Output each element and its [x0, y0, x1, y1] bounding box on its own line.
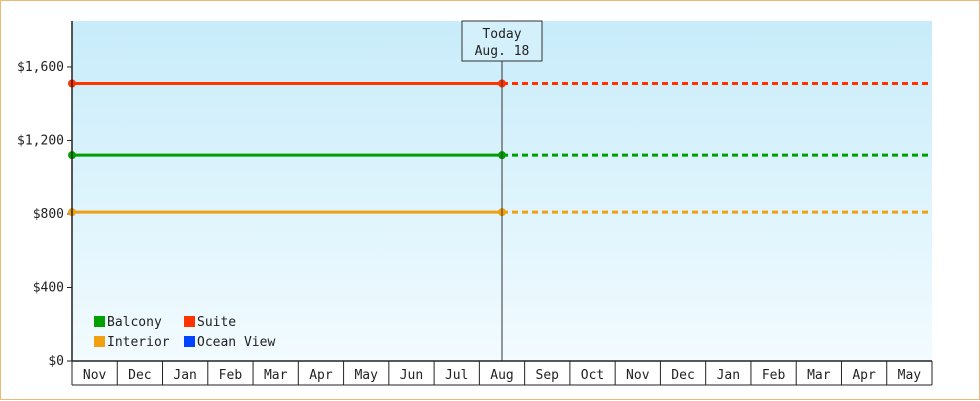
x-axis: Nov Dec Jan Feb Mar Apr May Jun Jul Aug Sep Oct Nov D…: [71, 360, 933, 386]
x-tick-label: Jun: [400, 368, 423, 383]
x-tick-label: Nov: [83, 368, 107, 383]
legend-label-balcony: Balcony: [107, 315, 162, 330]
today-label-title: Today: [482, 27, 521, 42]
x-tick-label: Aug: [490, 368, 513, 383]
x-tick-label: Feb: [219, 368, 243, 383]
legend-label-suite: Suite: [197, 315, 236, 330]
legend-swatch-interior: [94, 336, 105, 347]
y-tick-label: $1,600: [17, 60, 64, 75]
y-tick-label: $0: [48, 354, 64, 369]
y-tick-label: $800: [33, 207, 64, 222]
today-label-date: Aug. 18: [475, 44, 530, 59]
y-tick-label: $1,200: [17, 133, 64, 148]
legend-swatch-suite: [184, 316, 195, 327]
x-tick-label: Dec: [671, 368, 694, 383]
x-tick-label: Jul: [445, 368, 468, 383]
y-axis-ticks: $0 $400 $800 $1,200 $1,600: [17, 60, 72, 369]
x-tick-label: May: [354, 368, 378, 383]
legend-swatch-balcony: [94, 316, 105, 327]
legend-label-interior: Interior: [107, 335, 170, 350]
x-tick-label: Sep: [536, 368, 560, 383]
x-tick-label: Dec: [128, 368, 151, 383]
x-tick-label: Jan: [173, 368, 196, 383]
legend-label-ocean-view: Ocean View: [197, 335, 275, 350]
x-tick-label: Mar: [807, 368, 831, 383]
x-tick-label: Feb: [762, 368, 786, 383]
x-tick-label: Oct: [581, 368, 604, 383]
x-tick-label: Nov: [626, 368, 650, 383]
x-tick-label: Mar: [264, 368, 288, 383]
x-tick-label: May: [898, 368, 922, 383]
today-label-box: [461, 20, 543, 62]
x-tick-label: Apr: [852, 368, 876, 383]
x-tick-label: Apr: [309, 368, 333, 383]
series-layer: [68, 79, 932, 217]
legend-swatch-ocean-view: [184, 336, 195, 347]
x-tick-label: Jan: [717, 368, 740, 383]
today-marker: Today Aug. 18: [461, 20, 543, 361]
legend: Balcony Suite Interior Ocean View: [94, 315, 275, 350]
y-tick-label: $400: [33, 280, 64, 295]
